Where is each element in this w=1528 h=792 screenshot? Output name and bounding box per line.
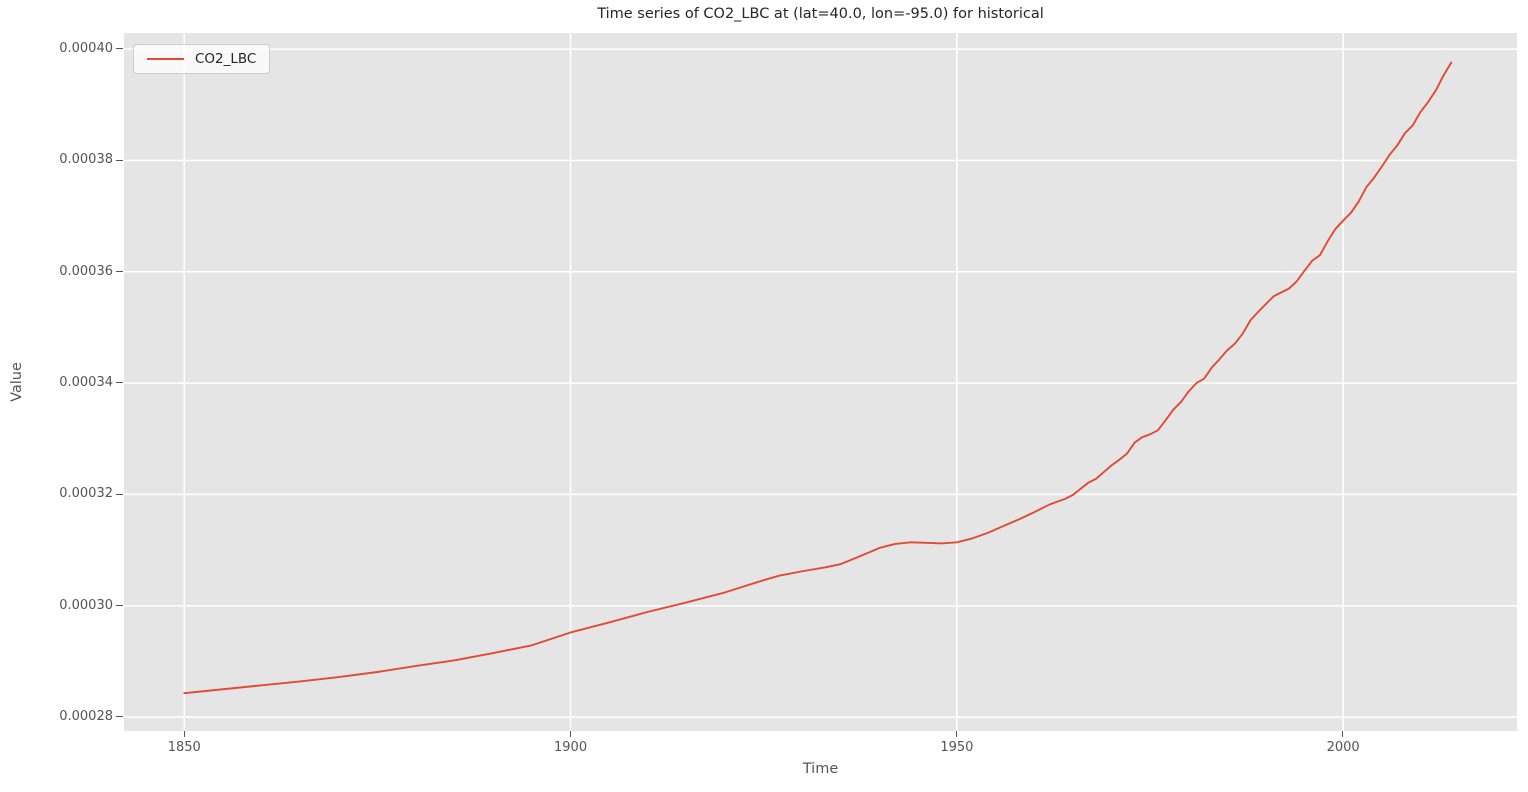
x-tick-label: 1950 <box>940 740 974 755</box>
y-tick-mark <box>116 716 123 718</box>
x-axis-label: Time <box>802 761 839 777</box>
y-axis-label: Value <box>9 362 25 402</box>
legend: CO2_LBC <box>133 44 271 74</box>
y-tick-label: 0.00032 <box>59 486 113 502</box>
y-tick-mark <box>116 271 123 273</box>
chart-title: Time series of CO2_LBC at (lat=40.0, lon… <box>597 6 1044 22</box>
y-tick-label: 0.00034 <box>59 375 113 391</box>
x-tick-label: 1850 <box>167 740 201 755</box>
legend-label: CO2_LBC <box>195 51 257 67</box>
plot-area <box>124 33 1517 731</box>
x-tick-mark <box>183 731 185 737</box>
y-tick-mark <box>116 48 123 50</box>
line-chart-svg <box>124 33 1517 731</box>
x-tick-label: 1900 <box>554 740 588 755</box>
y-tick-label: 0.00040 <box>59 41 113 57</box>
y-tick-label: 0.00030 <box>59 597 113 613</box>
y-tick-mark <box>116 605 123 607</box>
x-tick-label: 2000 <box>1326 740 1360 755</box>
x-tick-mark <box>956 731 958 737</box>
legend-line-swatch <box>147 58 184 60</box>
x-tick-mark <box>569 731 571 737</box>
y-tick-label: 0.00038 <box>59 152 113 168</box>
y-tick-label: 0.00028 <box>59 709 113 725</box>
co2-lbc-line <box>183 61 1453 695</box>
y-tick-mark <box>116 382 123 384</box>
y-tick-mark <box>116 159 123 161</box>
y-tick-mark <box>116 493 123 495</box>
y-tick-label: 0.00036 <box>59 263 113 279</box>
x-tick-mark <box>1342 731 1344 737</box>
